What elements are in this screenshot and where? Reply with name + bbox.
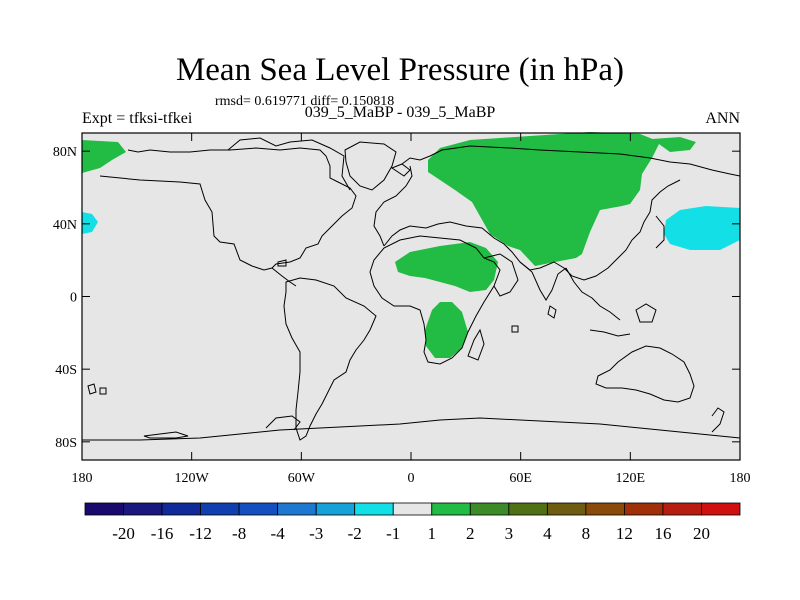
coast-north-america bbox=[99, 147, 357, 271]
coast-south-georgia bbox=[99, 387, 107, 395]
colorbar-label: -1 bbox=[386, 524, 400, 543]
colorbar-label: 4 bbox=[543, 524, 552, 543]
case-comparison-label: 039_5_MaBP - 039_5_MaBP bbox=[304, 104, 496, 121]
y-tick-label: 80S bbox=[55, 436, 77, 451]
coast-greenland bbox=[344, 141, 397, 191]
x-tick-label: 180 bbox=[730, 471, 751, 486]
coastlines bbox=[82, 137, 741, 441]
season-label: ANN bbox=[705, 110, 740, 127]
coast-falklands bbox=[87, 383, 97, 395]
x-tick-label: 0 bbox=[408, 471, 415, 486]
experiment-label: Expt = tfksi-tfkei bbox=[82, 110, 193, 127]
colorbar-label: 20 bbox=[693, 524, 710, 543]
y-axis: 80N 40N 0 40S 80S bbox=[53, 145, 740, 451]
anomaly-north-pacific-west bbox=[664, 206, 740, 250]
coast-madagascar bbox=[467, 328, 485, 361]
colorbar-label: -20 bbox=[112, 524, 135, 543]
coast-borneo bbox=[635, 303, 657, 323]
colorbar-swatch bbox=[315, 502, 356, 516]
coast-antarctic-peninsula bbox=[265, 415, 301, 431]
colorbar: -20 -16 -12 -8 -4 -3 -2 -1 1 2 3 4 8 12 16 20 bbox=[84, 502, 741, 543]
anomaly-north-pacific-east bbox=[82, 212, 98, 234]
coast-indonesia bbox=[589, 329, 631, 337]
coast-central-america bbox=[271, 267, 297, 287]
colorbar-swatch bbox=[200, 502, 240, 516]
x-axis: 180 120W 60W 0 60E 120E 180 bbox=[72, 133, 751, 486]
coast-africa bbox=[369, 235, 501, 365]
colorbar-label: 3 bbox=[505, 524, 514, 543]
positive-anomaly-regions bbox=[82, 132, 696, 358]
colorbar-swatch bbox=[585, 502, 625, 516]
coast-caribbean bbox=[277, 259, 287, 267]
coast-india bbox=[519, 261, 567, 301]
colorbar-label: 16 bbox=[654, 524, 671, 543]
colorbar-swatch bbox=[238, 502, 279, 516]
coast-arabia bbox=[483, 253, 519, 297]
colorbar-label: -2 bbox=[348, 524, 362, 543]
colorbar-swatch bbox=[277, 502, 317, 516]
x-tick-label: 60E bbox=[509, 471, 532, 486]
y-tick-label: 40N bbox=[53, 218, 77, 233]
colorbar-swatch bbox=[84, 502, 124, 516]
x-tick-label: 60W bbox=[288, 471, 316, 486]
anomaly-eurasia bbox=[428, 132, 660, 266]
y-tick-label: 40S bbox=[55, 363, 77, 378]
coast-japan bbox=[655, 215, 665, 249]
colorbar-swatch bbox=[546, 502, 587, 516]
colorbar-label: -4 bbox=[271, 524, 286, 543]
colorbar-swatch bbox=[508, 502, 548, 516]
rmsd-diff-stats: rmsd= 0.619771 diff= 0.150818 bbox=[215, 94, 395, 109]
coast-eurasia-south bbox=[383, 179, 681, 281]
plot-title: Mean Sea Level Pressure (in hPa) bbox=[175, 52, 625, 88]
colorbar-swatch bbox=[624, 502, 664, 516]
x-tick-label: 120E bbox=[616, 471, 646, 486]
anomaly-southern-africa bbox=[425, 302, 468, 358]
coast-pacific-islet bbox=[511, 325, 519, 333]
anomaly-north-africa bbox=[395, 242, 498, 292]
colorbar-swatch bbox=[431, 502, 471, 516]
x-tick-label: 120W bbox=[175, 471, 210, 486]
negative-anomaly-regions bbox=[82, 206, 740, 250]
colorbar-swatch bbox=[161, 502, 201, 516]
colorbar-label: -8 bbox=[232, 524, 246, 543]
coast-iceland bbox=[390, 163, 411, 177]
coast-antarctic-island bbox=[143, 431, 189, 439]
coast-europe-west bbox=[373, 165, 413, 247]
colorbar-label: 8 bbox=[582, 524, 591, 543]
colorbar-swatch bbox=[354, 502, 394, 516]
y-tick-label: 80N bbox=[53, 145, 77, 160]
anomaly-arctic-northwest bbox=[82, 140, 126, 173]
coast-south-america bbox=[283, 277, 377, 441]
coast-sri-lanka bbox=[547, 305, 557, 319]
coast-europe-asia bbox=[401, 145, 741, 177]
colorbar-swatch bbox=[469, 502, 510, 516]
colorbar-label: -3 bbox=[309, 524, 323, 543]
colorbar-swatch bbox=[123, 502, 163, 516]
coast-new-zealand bbox=[711, 407, 725, 433]
colorbar-swatch bbox=[701, 502, 741, 516]
coast-southeast-asia bbox=[565, 267, 621, 321]
colorbar-label: 2 bbox=[466, 524, 475, 543]
colorbar-swatch bbox=[662, 502, 702, 516]
colorbar-swatch bbox=[392, 502, 433, 516]
colorbar-label: 1 bbox=[428, 524, 437, 543]
y-tick-label: 0 bbox=[70, 291, 77, 306]
coast-antarctica bbox=[82, 417, 741, 441]
anomaly-greenland-patch bbox=[652, 137, 696, 152]
coast-australia bbox=[595, 345, 695, 403]
x-tick-label: 180 bbox=[72, 471, 93, 486]
colorbar-label: -12 bbox=[189, 524, 212, 543]
colorbar-label: 12 bbox=[616, 524, 633, 543]
colorbar-label: -16 bbox=[151, 524, 174, 543]
